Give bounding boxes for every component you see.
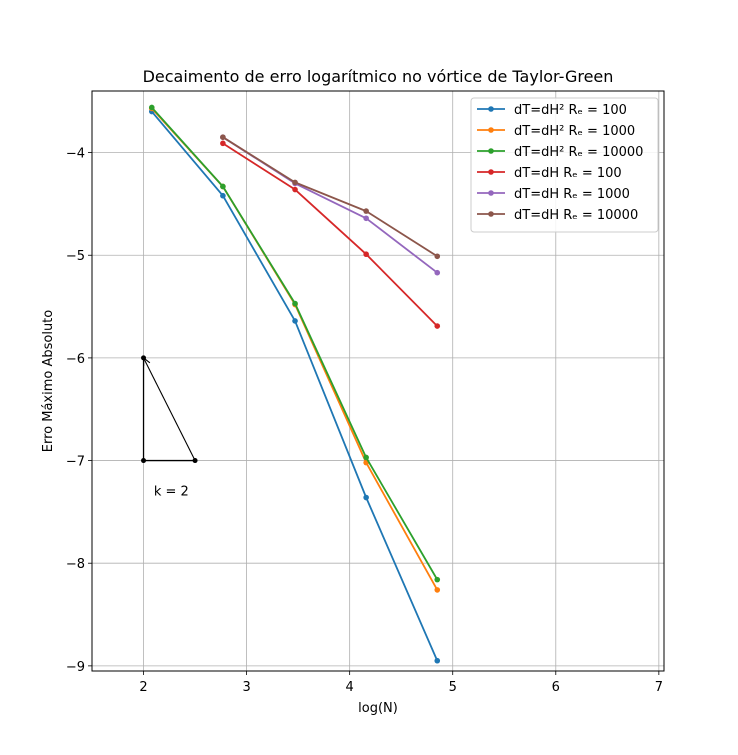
x-tick-label: 2	[139, 680, 147, 695]
legend-box	[470, 97, 659, 233]
y-tick-label: −5	[66, 249, 85, 264]
legend-item: dT=dH Rₑ = 100	[477, 166, 622, 181]
data-point	[220, 140, 226, 147]
y-tick-label: −9	[66, 660, 85, 675]
slope-annotation: k = 2	[141, 355, 198, 499]
series-3	[148, 104, 441, 583]
data-point	[292, 179, 298, 186]
y-tick-label: −7	[66, 455, 85, 470]
series-4	[220, 140, 441, 329]
data-point	[434, 269, 441, 276]
x-tick-label: 5	[449, 680, 457, 695]
y-tick-label: −8	[66, 557, 85, 572]
data-point	[434, 323, 441, 329]
data-point	[363, 208, 369, 214]
legend-label: dT=dH² Rₑ = 100	[514, 103, 627, 118]
legend-swatch-marker	[488, 148, 494, 154]
data-point	[292, 318, 298, 324]
legend-item: dT=dH Rₑ = 10000	[477, 208, 638, 223]
data-point	[434, 253, 441, 260]
data-point	[363, 215, 369, 222]
x-tick-label: 3	[242, 680, 250, 695]
legend-swatch-marker	[488, 106, 494, 112]
series-6	[220, 134, 441, 260]
x-tick-label: 7	[655, 680, 663, 695]
grid	[92, 91, 664, 671]
chart-title: Decaimento de erro logarítmico no vórtic…	[143, 67, 614, 86]
legend-item: dT=dH² Rₑ = 100	[477, 103, 627, 118]
data-point	[292, 186, 298, 193]
triangle-arrow-line	[143, 357, 196, 461]
plot-frame	[91, 90, 665, 672]
legend-item: dT=dH Rₑ = 1000	[477, 187, 630, 202]
arrow-head-icon	[142, 356, 151, 366]
data-point	[363, 454, 369, 461]
data-point	[148, 104, 155, 111]
legend-label: dT=dH Rₑ = 1000	[514, 187, 630, 202]
data-point	[363, 251, 369, 258]
legend-swatch-marker	[488, 190, 494, 196]
axis-ticks: 2 3 4 5 6 7 −4 −5 −6 −7 −8 −9	[66, 147, 663, 695]
series-line	[222, 142, 438, 327]
legend-label: dT=dH² Rₑ = 10000	[514, 145, 643, 160]
data-point	[220, 192, 226, 199]
data-point	[434, 657, 441, 664]
legend-swatch-marker	[488, 211, 494, 217]
legend-label: dT=dH² Rₑ = 1000	[514, 124, 635, 139]
y-tick-label: −6	[66, 352, 85, 367]
legend-item: dT=dH² Rₑ = 10000	[477, 145, 643, 160]
data-point	[434, 576, 441, 583]
legend-swatch-marker	[488, 169, 494, 175]
y-axis-label: Erro Máximo Absoluto	[41, 310, 56, 453]
data-point	[434, 587, 441, 593]
data-point	[220, 134, 226, 140]
data-point	[292, 300, 298, 307]
legend-label: dT=dH Rₑ = 10000	[514, 208, 638, 223]
legend-swatch-marker	[488, 127, 494, 133]
legend: dT=dH² Rₑ = 100 dT=dH² Rₑ = 1000 dT=dH² Rₑ…	[470, 97, 659, 233]
data-point	[363, 494, 369, 501]
legend-item: dT=dH² Rₑ = 1000	[477, 124, 635, 139]
triangle-vertex	[141, 458, 147, 464]
x-tick-label: 6	[552, 680, 560, 695]
legend-label: dT=dH Rₑ = 100	[514, 166, 622, 181]
x-axis-label: log(N)	[358, 701, 398, 716]
series-line	[222, 136, 438, 258]
data-point	[220, 183, 226, 190]
series-layer	[148, 104, 441, 664]
slope-annotation-label: k = 2	[154, 484, 189, 499]
x-tick-label: 4	[346, 680, 354, 695]
y-tick-label: −4	[66, 147, 85, 162]
